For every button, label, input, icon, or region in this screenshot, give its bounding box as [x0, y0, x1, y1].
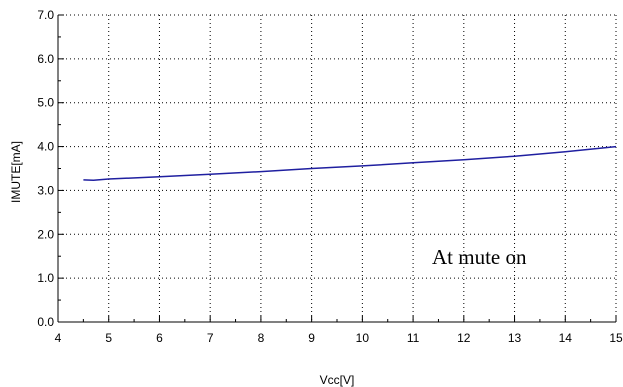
annotation-text: At mute on [432, 245, 527, 269]
x-tick-label: 4 [55, 331, 62, 345]
x-tick-label: 7 [207, 331, 214, 345]
x-tick-label: 13 [508, 331, 522, 345]
y-tick-label: 2.0 [37, 227, 54, 241]
x-axis-title: Vcc[V] [320, 373, 355, 387]
grid-lines [58, 14, 617, 322]
y-axis-title: IMUTE[mA] [9, 141, 23, 203]
x-tick-label: 14 [559, 331, 573, 345]
series-line [83, 145, 617, 182]
x-tick-label: 5 [105, 331, 112, 345]
series-group [83, 145, 617, 182]
ticks [57, 14, 617, 323]
y-tick-label: 6.0 [37, 52, 54, 66]
y-tick-label: 4.0 [37, 140, 54, 154]
x-tick-label: 10 [356, 331, 370, 345]
y-tick-label: 5.0 [37, 96, 54, 110]
axes [57, 15, 616, 323]
y-tick-labels: 0.0 1.0 2.0 3.0 4.0 5.0 6.0 7.0 [37, 8, 54, 329]
x-tick-label: 9 [308, 331, 315, 345]
x-tick-label: 8 [258, 331, 265, 345]
y-tick-label: 3.0 [37, 183, 54, 197]
x-tick-label: 6 [156, 331, 163, 345]
y-tick-label: 1.0 [37, 271, 54, 285]
x-tick-label: 11 [407, 331, 420, 345]
y-tick-label: 0.0 [37, 315, 54, 329]
x-tick-label: 12 [457, 331, 471, 345]
x-tick-label: 15 [609, 331, 623, 345]
x-tick-labels: 4 5 6 7 8 9 10 11 12 13 14 15 [55, 331, 623, 345]
y-tick-label: 7.0 [37, 8, 54, 22]
